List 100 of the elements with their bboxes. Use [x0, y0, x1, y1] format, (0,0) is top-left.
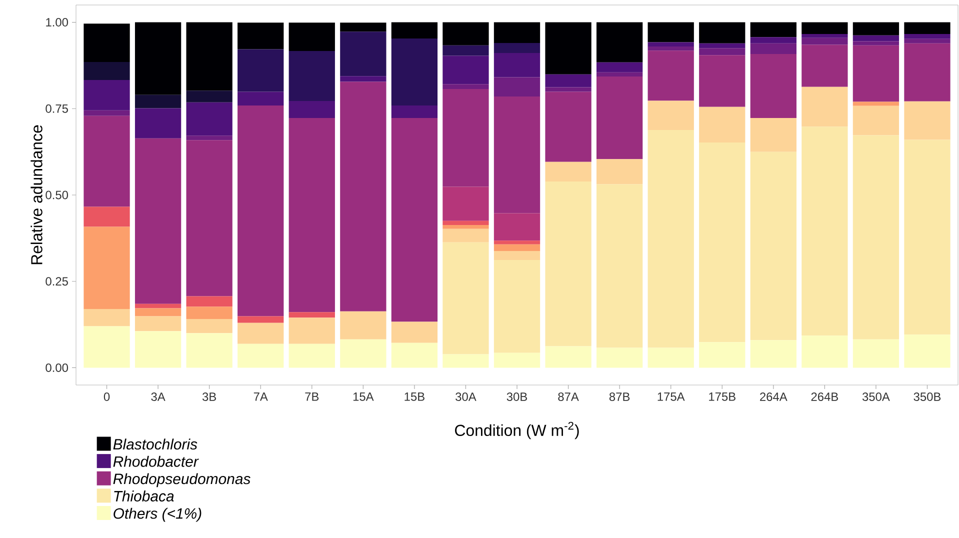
bar [186, 136, 232, 140]
bar [750, 118, 796, 152]
bar [596, 348, 643, 368]
bar [442, 84, 489, 89]
bar [238, 322, 284, 344]
bar [238, 92, 284, 106]
bar [238, 344, 284, 368]
x-tick-label: 264B [811, 392, 838, 401]
bar [186, 90, 232, 102]
bar [442, 186, 489, 221]
bar [545, 22, 592, 74]
bar [494, 22, 540, 43]
bar [699, 22, 746, 44]
bar [802, 22, 848, 34]
bar [596, 184, 643, 348]
bar [134, 138, 182, 304]
bar [852, 339, 900, 368]
bar [186, 140, 232, 296]
x-tick-label: 3B [202, 392, 216, 401]
y-tick-label: 0.25 [46, 277, 68, 286]
bar [186, 333, 232, 368]
bar [750, 22, 796, 38]
bar [84, 110, 130, 116]
bar [186, 102, 232, 136]
bar [442, 56, 489, 84]
x-tick-label: 175B [709, 392, 736, 401]
bar [494, 96, 540, 214]
bar [648, 100, 694, 130]
bar [391, 322, 438, 343]
x-tick-label: 15A [353, 392, 374, 401]
x-tick-label: 87B [609, 392, 630, 401]
bar [238, 106, 284, 316]
y-tick-label: 0.00 [46, 364, 68, 372]
bar [802, 44, 848, 87]
legend-label: Rhodobacter [113, 456, 199, 467]
bar [391, 38, 438, 106]
bar [802, 38, 848, 45]
bar [852, 41, 900, 46]
bar [596, 22, 643, 62]
bar [288, 312, 335, 318]
bar [545, 92, 592, 162]
y-tick-label: 1.00 [46, 18, 68, 26]
bar [84, 309, 130, 326]
bar [442, 225, 489, 229]
x-tick-label: 30B [506, 392, 528, 401]
bar [648, 46, 694, 51]
bar [84, 206, 130, 227]
bar [134, 304, 182, 308]
bar [904, 140, 950, 335]
bar [904, 34, 950, 39]
y-tick-label: 0.50 [46, 190, 68, 200]
bar [238, 22, 284, 50]
bar [904, 334, 950, 368]
bar [750, 152, 796, 340]
bar [802, 336, 848, 368]
y-tick-label: 0.75 [46, 104, 68, 113]
bar [288, 50, 335, 102]
bar [186, 296, 232, 307]
bar [750, 340, 796, 368]
legend-label: Others (<1%) [114, 508, 202, 522]
bar [134, 308, 182, 316]
bar [750, 54, 796, 118]
x-axis-title: Condition (W m$^{-2}$) [455, 422, 579, 440]
bar [648, 42, 694, 46]
bar [134, 331, 182, 368]
bar [545, 74, 592, 88]
x-tick-label: 350A [862, 392, 890, 401]
x-tick-label: 350B [914, 392, 941, 401]
bar [494, 53, 540, 78]
bar [391, 118, 438, 322]
bar [699, 55, 746, 107]
bar [852, 102, 900, 106]
bar [391, 22, 438, 39]
bar [648, 130, 694, 348]
bar [852, 45, 900, 102]
bar [442, 88, 489, 187]
bar [84, 24, 130, 62]
bar [340, 22, 386, 32]
bar [238, 316, 284, 323]
bar [442, 242, 489, 354]
bar [596, 62, 643, 72]
bar [802, 126, 848, 336]
x-tick-label: 30A [456, 392, 476, 401]
bar [494, 250, 540, 260]
bar [84, 326, 130, 368]
bar [340, 339, 386, 368]
bar [545, 182, 592, 346]
bar [545, 346, 592, 368]
bar [852, 135, 900, 340]
bar [134, 94, 182, 108]
bar [904, 43, 950, 102]
bar [494, 260, 540, 353]
bar [186, 319, 232, 334]
bar [238, 49, 284, 92]
bar [288, 22, 335, 51]
bar [84, 116, 130, 207]
bar [340, 82, 386, 312]
bar [134, 316, 182, 332]
bar [442, 354, 489, 368]
bar [904, 38, 950, 44]
